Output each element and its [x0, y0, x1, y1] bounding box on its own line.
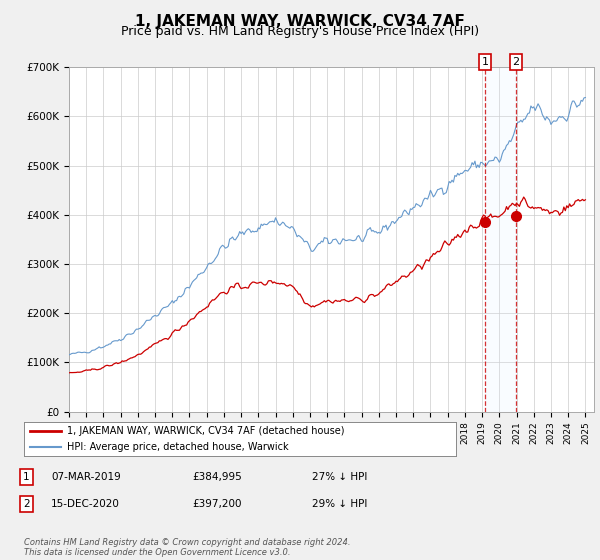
Text: Price paid vs. HM Land Registry's House Price Index (HPI): Price paid vs. HM Land Registry's House … [121, 25, 479, 38]
Text: 1: 1 [482, 57, 488, 67]
Text: 15-DEC-2020: 15-DEC-2020 [51, 499, 120, 509]
Text: 1, JAKEMAN WAY, WARWICK, CV34 7AF: 1, JAKEMAN WAY, WARWICK, CV34 7AF [135, 14, 465, 29]
Text: 07-MAR-2019: 07-MAR-2019 [51, 472, 121, 482]
Text: Contains HM Land Registry data © Crown copyright and database right 2024.
This d: Contains HM Land Registry data © Crown c… [24, 538, 350, 557]
Text: £384,995: £384,995 [192, 472, 242, 482]
Text: £397,200: £397,200 [192, 499, 241, 509]
Text: 2: 2 [23, 499, 30, 509]
Text: 27% ↓ HPI: 27% ↓ HPI [312, 472, 367, 482]
Text: 29% ↓ HPI: 29% ↓ HPI [312, 499, 367, 509]
Bar [485, 67, 516, 412]
Text: HPI: Average price, detached house, Warwick: HPI: Average price, detached house, Warw… [67, 442, 289, 452]
Text: 1: 1 [23, 472, 30, 482]
Text: 2: 2 [512, 57, 520, 67]
Text: 1, JAKEMAN WAY, WARWICK, CV34 7AF (detached house): 1, JAKEMAN WAY, WARWICK, CV34 7AF (detac… [67, 426, 344, 436]
